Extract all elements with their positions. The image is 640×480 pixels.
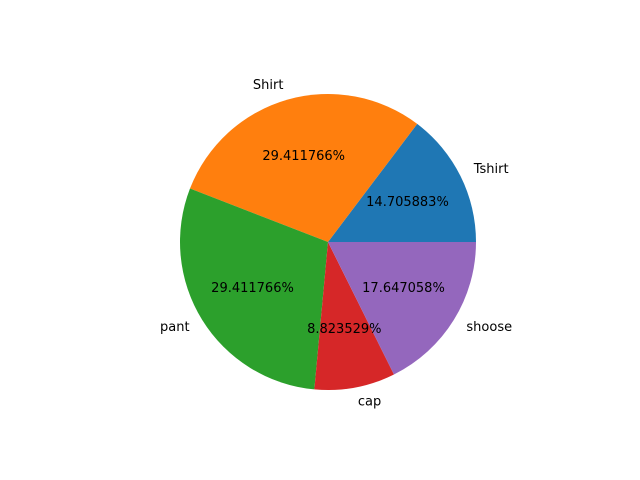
pie-slice-shoose [328, 242, 476, 375]
percent-label-shoose: 17.647058% [362, 281, 445, 296]
category-label-shoose: shoose [466, 320, 512, 335]
percent-label-cap: 8.823529% [307, 322, 381, 337]
pie-slice-shirt [189, 93, 418, 242]
percent-label-shirt: 29.411766% [262, 149, 345, 164]
category-label-tshirt: Tshirt [473, 162, 509, 177]
pie-slice-cap [314, 242, 394, 390]
pie-labels: Tshirt 14.705883% Shirt 29.411766% pant 29.41… [160, 78, 512, 410]
pie-slice-tshirt [328, 123, 476, 242]
category-label-shirt: Shirt [253, 78, 284, 93]
percent-label-pant: 29.411766% [211, 281, 294, 296]
pie-slices [180, 93, 476, 390]
percent-label-tshirt: 14.705883% [366, 195, 449, 210]
pie-slice-pant [180, 188, 328, 390]
category-label-cap: cap [358, 395, 381, 410]
category-label-pant: pant [160, 320, 190, 335]
